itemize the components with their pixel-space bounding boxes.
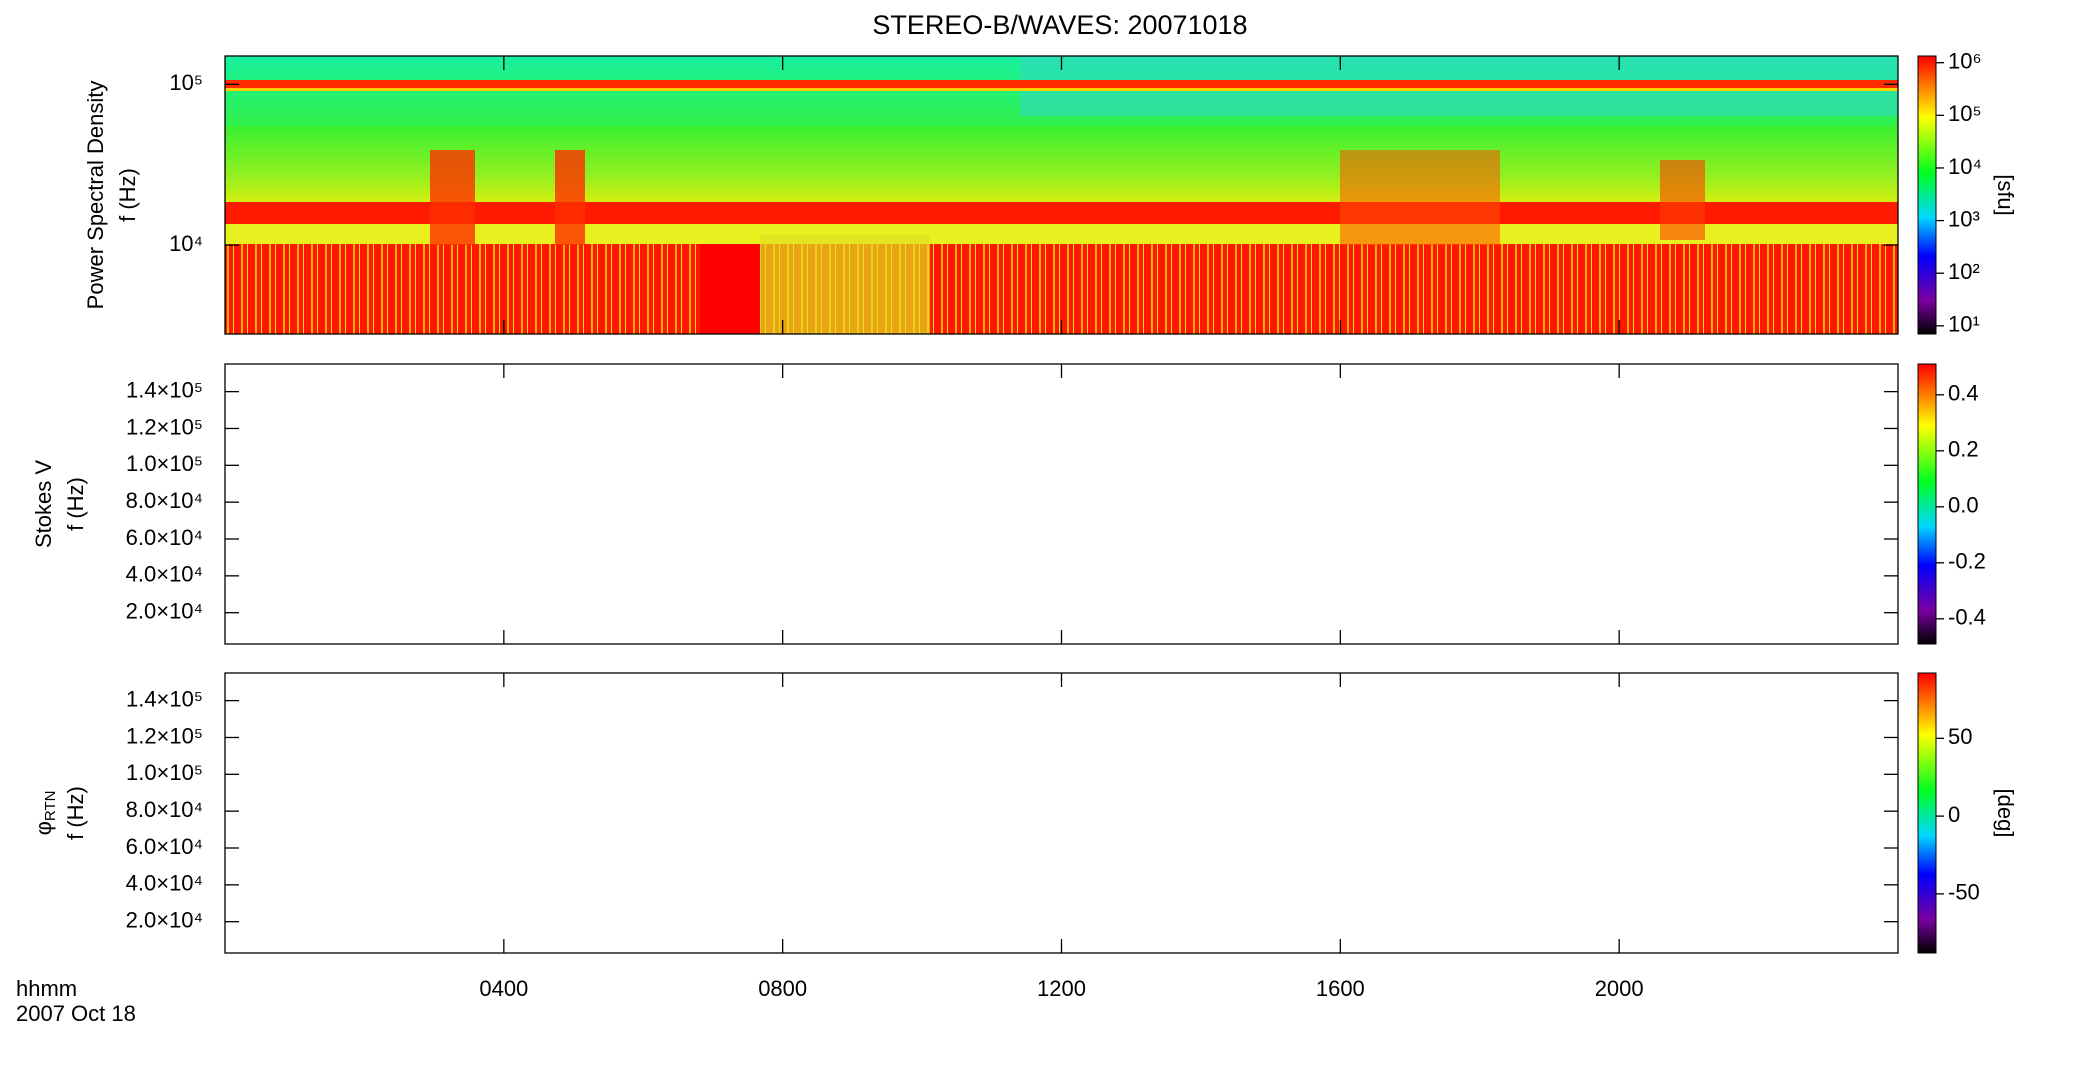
colorbar	[1917, 363, 1937, 645]
x-axis-label: 2007 Oct 18	[16, 1001, 136, 1026]
y-tick-label: 1.0×10⁵	[126, 760, 203, 785]
y-axis-label-part: f (Hz)	[63, 786, 88, 840]
spectrogram	[225, 56, 1898, 334]
colorbar-tick-label: 50	[1948, 724, 1972, 749]
x-tick-label: 1200	[1037, 976, 1086, 1001]
y-tick-label: 1.0×10⁵	[126, 451, 203, 476]
colorbar-tick-label: -0.2	[1948, 549, 1986, 574]
colorbar-tick-label: 10³	[1948, 206, 1980, 231]
y-tick-label: 2.0×10⁴	[126, 907, 203, 932]
y-tick-label: 6.0×10⁴	[126, 525, 203, 550]
colorbar-tick-label: 10⁴	[1948, 154, 1982, 179]
y-tick-label: 10⁴	[169, 231, 203, 256]
panel-frame	[224, 672, 1899, 954]
y-tick-label: 1.4×10⁵	[126, 377, 203, 402]
y-tick-label: 10⁵	[169, 70, 203, 95]
x-tick-label: 2000	[1595, 976, 1644, 1001]
colorbar	[1917, 672, 1937, 954]
x-tick-label: 0400	[479, 976, 528, 1001]
y-axis-label: Stokes V	[31, 460, 56, 548]
colorbar-tick-label: 10⁶	[1948, 49, 1982, 74]
y-axis-label-part: f (Hz)	[63, 477, 88, 531]
y-axis-label-part: f (Hz)	[115, 168, 140, 222]
y-tick-label: 4.0×10⁴	[126, 871, 203, 896]
y-axis-label-part: φ	[31, 821, 56, 835]
colorbar-tick-label: 10⁵	[1948, 101, 1982, 126]
colorbar-tick-label: 0	[1948, 802, 1960, 827]
y-tick-label: 1.4×10⁵	[126, 686, 203, 711]
y-tick-label: 6.0×10⁴	[126, 834, 203, 859]
x-axis-label: hhmm	[16, 976, 77, 1001]
panel-frame	[224, 363, 1899, 645]
y-axis-label: f (Hz)	[63, 786, 88, 840]
y-axis-label: f (Hz)	[115, 168, 140, 222]
colorbar-tick-label: 10¹	[1948, 312, 1980, 337]
colorbar-tick-label: -0.4	[1948, 605, 1986, 630]
y-tick-label: 8.0×10⁴	[126, 797, 203, 822]
colorbar-tick-label: 0.4	[1948, 381, 1979, 406]
y-axis-label-part: Stokes V	[31, 460, 56, 548]
colorbar	[1917, 55, 1937, 335]
y-tick-label: 1.2×10⁵	[126, 414, 203, 439]
y-tick-label: 4.0×10⁴	[126, 562, 203, 587]
x-tick-label: 1600	[1316, 976, 1365, 1001]
chart-title: STEREO-B/WAVES: 20071018	[872, 10, 1247, 40]
colorbar-tick-label: 0.2	[1948, 437, 1979, 462]
y-axis-label: φRTN	[31, 791, 59, 836]
y-axis-label: f (Hz)	[63, 477, 88, 531]
colorbar-tick-label: -50	[1948, 880, 1980, 905]
colorbar-label: [sfu]	[1993, 174, 2018, 216]
y-axis-label: Power Spectral Density	[83, 81, 108, 310]
y-tick-label: 1.2×10⁵	[126, 723, 203, 748]
y-axis-label-part: Power Spectral Density	[83, 81, 108, 310]
y-tick-label: 2.0×10⁴	[126, 598, 203, 623]
x-tick-label: 0800	[758, 976, 807, 1001]
y-tick-label: 8.0×10⁴	[126, 488, 203, 513]
colorbar-label: [deg]	[1993, 789, 2018, 838]
colorbar-tick-label: 10²	[1948, 259, 1980, 284]
colorbar-tick-label: 0.0	[1948, 493, 1979, 518]
y-axis-label-sub: RTN	[42, 791, 59, 822]
